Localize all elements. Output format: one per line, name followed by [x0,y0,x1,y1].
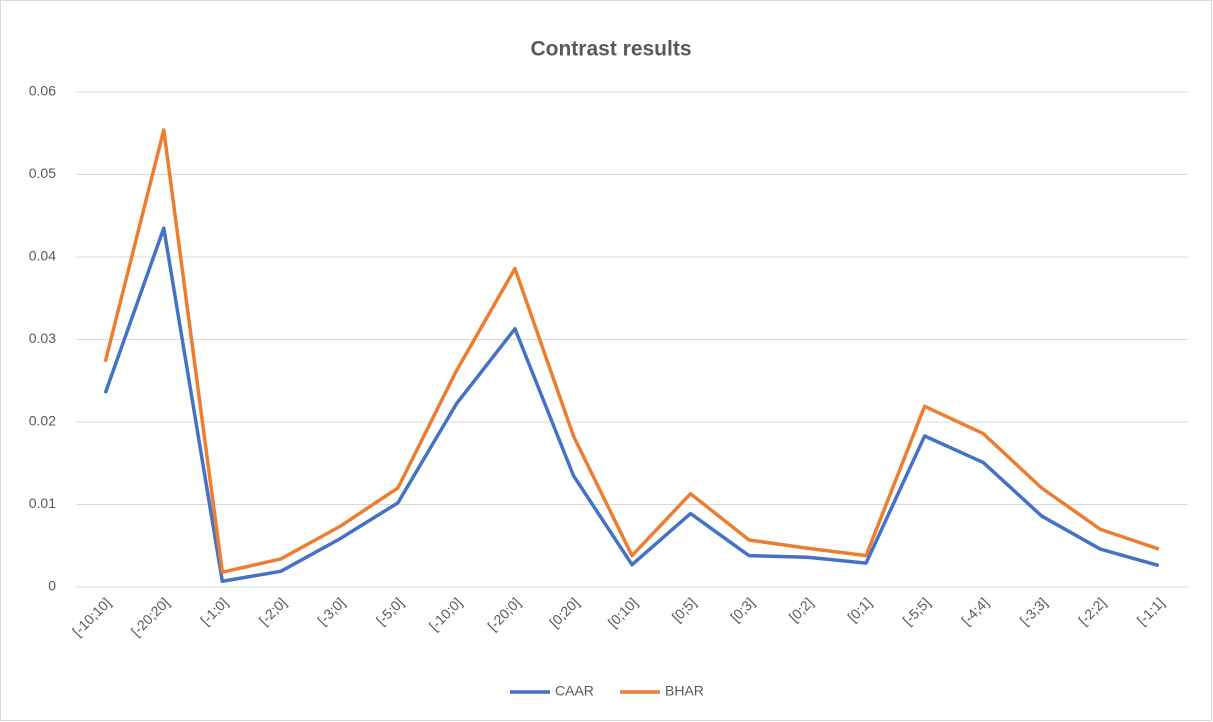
y-tick-label: 0 [48,578,56,594]
y-tick-label: 0.02 [29,413,56,429]
legend-label: BHAR [665,683,704,699]
y-tick-label: 0.03 [29,330,56,346]
line-series [103,226,1160,583]
chart-title: Contrast results [530,38,691,61]
y-tick-label: 0.06 [29,83,56,99]
y-tick-label: 0.01 [29,495,56,511]
line-series [103,128,1160,574]
y-tick-label: 0.05 [29,165,56,181]
y-tick-label: 0.04 [29,248,56,264]
legend-label: CAAR [555,683,594,699]
